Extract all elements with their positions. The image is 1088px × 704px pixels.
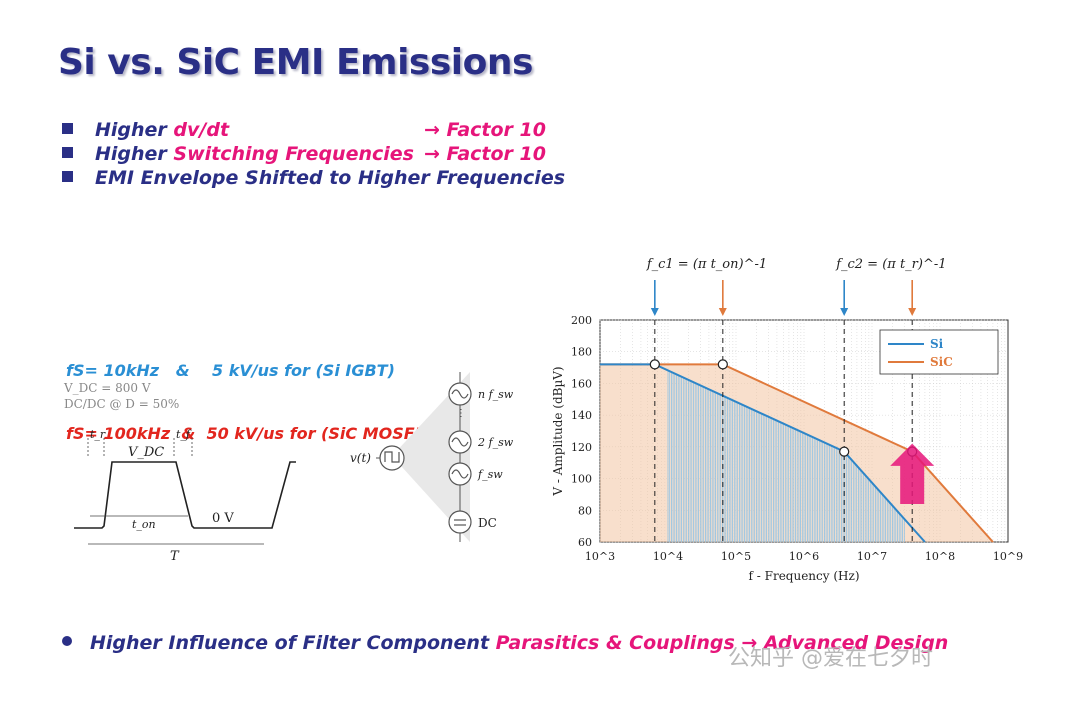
x-tick-label: 10^3 bbox=[585, 550, 615, 563]
bullet-switching: Higher Switching Frequencies → Factor 10 bbox=[62, 142, 565, 166]
corner-point bbox=[839, 446, 850, 457]
source-label: v(t) bbox=[350, 451, 371, 465]
bullet-list: Higher dv/dt → Factor 10 Higher Switchin… bbox=[62, 118, 565, 190]
square-bullet-icon bbox=[62, 123, 73, 134]
zero-volt-label: 0 V bbox=[212, 511, 234, 526]
period-label: T bbox=[170, 549, 180, 564]
bullet-lead: Higher bbox=[95, 143, 174, 165]
arrow-head-icon bbox=[908, 308, 917, 316]
bullet-result: → Factor 10 bbox=[424, 119, 546, 141]
svg-text:⋮: ⋮ bbox=[456, 408, 466, 419]
y-axis-label: V - Amplitude (dBµV) bbox=[551, 366, 565, 496]
arrow-head-icon bbox=[650, 308, 659, 316]
y-tick-label: 100 bbox=[571, 473, 592, 486]
bullet-lead: Higher bbox=[95, 119, 174, 141]
y-tick-label: 160 bbox=[571, 377, 592, 390]
dc-source-icon bbox=[448, 510, 472, 534]
legend-box bbox=[879, 329, 999, 375]
square-bullet-icon bbox=[62, 147, 73, 158]
ton-label: t_on bbox=[132, 518, 156, 531]
vdc-label: V_DC bbox=[128, 445, 164, 460]
y-tick-label: 180 bbox=[571, 346, 592, 359]
watermark: 公知乎 @爱在七夕时 bbox=[728, 646, 933, 671]
x-axis-label: f - Frequency (Hz) bbox=[749, 569, 860, 583]
corner-point bbox=[717, 359, 728, 370]
arrow-head-icon bbox=[718, 308, 727, 316]
x-tick-label: 10^9 bbox=[993, 550, 1023, 563]
bullet-dvdt: Higher dv/dt → Factor 10 bbox=[62, 118, 565, 142]
bottom-lead: Higher Influence of Filter Component bbox=[90, 632, 496, 654]
y-tick-label: 140 bbox=[571, 409, 592, 422]
bullet-highlight: Switching Frequencies bbox=[173, 143, 414, 165]
corner-point bbox=[649, 359, 660, 370]
harmonic-label: 2 f_sw bbox=[477, 436, 514, 449]
harmonic-label: n f_sw bbox=[478, 388, 514, 401]
harmonic-label: f_sw bbox=[477, 468, 503, 481]
bullet-lead: EMI Envelope Shifted to Higher Frequenci… bbox=[95, 167, 566, 189]
y-tick-label: 80 bbox=[578, 504, 592, 517]
arrow-head-icon bbox=[840, 308, 849, 316]
x-tick-label: 10^6 bbox=[789, 550, 819, 563]
waveform-diagram: V_DC = 800 V DC/DC @ D = 50% t_r t_f V_D… bbox=[63, 381, 296, 564]
shift-arrow-icon bbox=[890, 443, 935, 504]
emi-spectrum-chart: 60 80 100 120 140 160 180 200 10^3 10^4 10^5 10^6 10… bbox=[551, 257, 1023, 583]
spectrum-fan bbox=[392, 372, 470, 542]
harmonic-sources-diagram: v(t) ⋮ n f_sw 2 f_sw f_sw DC bbox=[350, 372, 514, 542]
y-tick-label: 200 bbox=[571, 314, 592, 327]
annotation-fc1: f_c1 = (π t_on)^-1 bbox=[646, 257, 767, 272]
envelope-line-si bbox=[600, 363, 926, 543]
x-tick-label: 10^7 bbox=[857, 550, 887, 563]
annotation-fc2: f_c2 = (π t_r)^-1 bbox=[835, 257, 946, 272]
x-tick-label: 10^8 bbox=[925, 550, 955, 563]
envelope-line-sic bbox=[600, 363, 994, 543]
x-tick-label: 10^5 bbox=[721, 550, 751, 563]
harmonic-label: DC bbox=[478, 516, 497, 530]
bottom-bullet: Higher Influence of Filter Component Par… bbox=[62, 632, 948, 654]
bullet-envelope: EMI Envelope Shifted to Higher Frequenci… bbox=[62, 166, 565, 190]
bullet-highlight: dv/dt bbox=[173, 119, 230, 141]
legend-label: SiC bbox=[930, 355, 953, 369]
trapezoid-wave bbox=[74, 461, 296, 529]
legend-label: Si bbox=[930, 337, 944, 351]
y-tick-label: 60 bbox=[578, 536, 592, 549]
duty-cycle: DC/DC @ D = 50% bbox=[64, 397, 179, 411]
bottom-highlight: Parasitics & Couplings → Advanced Design bbox=[495, 632, 949, 654]
x-tick-label: 10^4 bbox=[653, 550, 683, 563]
y-tick-label: 120 bbox=[571, 441, 592, 454]
tr-label: t_r bbox=[90, 428, 106, 441]
slide-title: Si vs. SiC EMI Emissions bbox=[58, 42, 533, 83]
bullet-result: → Factor 10 bbox=[424, 143, 546, 165]
round-bullet-icon bbox=[62, 636, 72, 646]
square-bullet-icon bbox=[62, 171, 73, 182]
tf-label: t_f bbox=[176, 428, 192, 441]
vdc-value: V_DC = 800 V bbox=[63, 381, 151, 395]
si-params: fS= 10kHz & 5 kV/us for (Si IGBT) bbox=[66, 361, 395, 380]
